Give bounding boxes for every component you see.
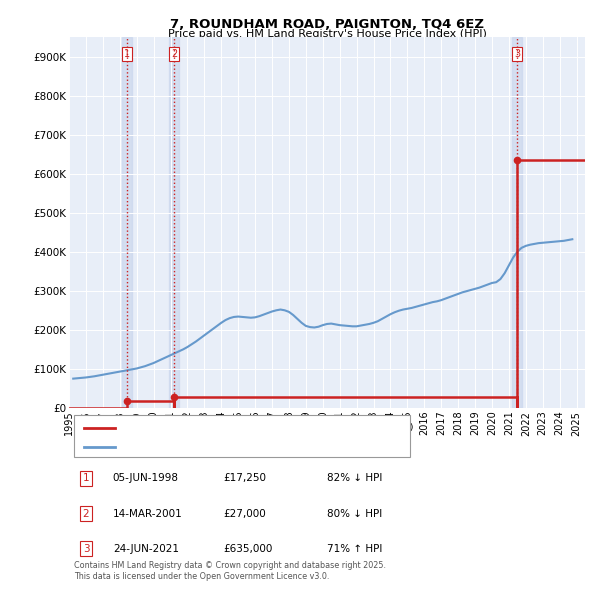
Text: 3: 3	[514, 49, 520, 58]
Text: 7, ROUNDHAM ROAD, PAIGNTON, TQ4 6EZ (detached house): 7, ROUNDHAM ROAD, PAIGNTON, TQ4 6EZ (det…	[126, 423, 413, 432]
Text: 1: 1	[83, 473, 89, 483]
Text: Price paid vs. HM Land Registry's House Price Index (HPI): Price paid vs. HM Land Registry's House …	[167, 30, 487, 39]
Text: 71% ↑ HPI: 71% ↑ HPI	[327, 544, 382, 554]
Bar	[169, 37, 179, 408]
Point	[122, 396, 132, 406]
Text: 1: 1	[124, 49, 130, 58]
Text: 80% ↓ HPI: 80% ↓ HPI	[327, 509, 382, 519]
FancyBboxPatch shape	[74, 415, 410, 457]
Text: 3: 3	[83, 544, 89, 554]
Text: 24-JUN-2021: 24-JUN-2021	[113, 544, 179, 554]
Text: £17,250: £17,250	[224, 473, 267, 483]
Bar	[512, 37, 522, 408]
Text: 2: 2	[171, 49, 177, 58]
Text: 2: 2	[83, 509, 89, 519]
Bar	[122, 37, 132, 408]
Text: £27,000: £27,000	[224, 509, 266, 519]
Text: 7, ROUNDHAM ROAD, PAIGNTON, TQ4 6EZ: 7, ROUNDHAM ROAD, PAIGNTON, TQ4 6EZ	[170, 18, 484, 31]
Text: £635,000: £635,000	[224, 544, 273, 554]
Text: 14-MAR-2001: 14-MAR-2001	[113, 509, 182, 519]
Text: 82% ↓ HPI: 82% ↓ HPI	[327, 473, 382, 483]
Point	[512, 155, 522, 165]
Text: HPI: Average price, detached house, Torbay: HPI: Average price, detached house, Torb…	[126, 442, 333, 451]
Point	[169, 393, 179, 402]
Text: 05-JUN-1998: 05-JUN-1998	[113, 473, 179, 483]
Text: Contains HM Land Registry data © Crown copyright and database right 2025.
This d: Contains HM Land Registry data © Crown c…	[74, 561, 386, 581]
